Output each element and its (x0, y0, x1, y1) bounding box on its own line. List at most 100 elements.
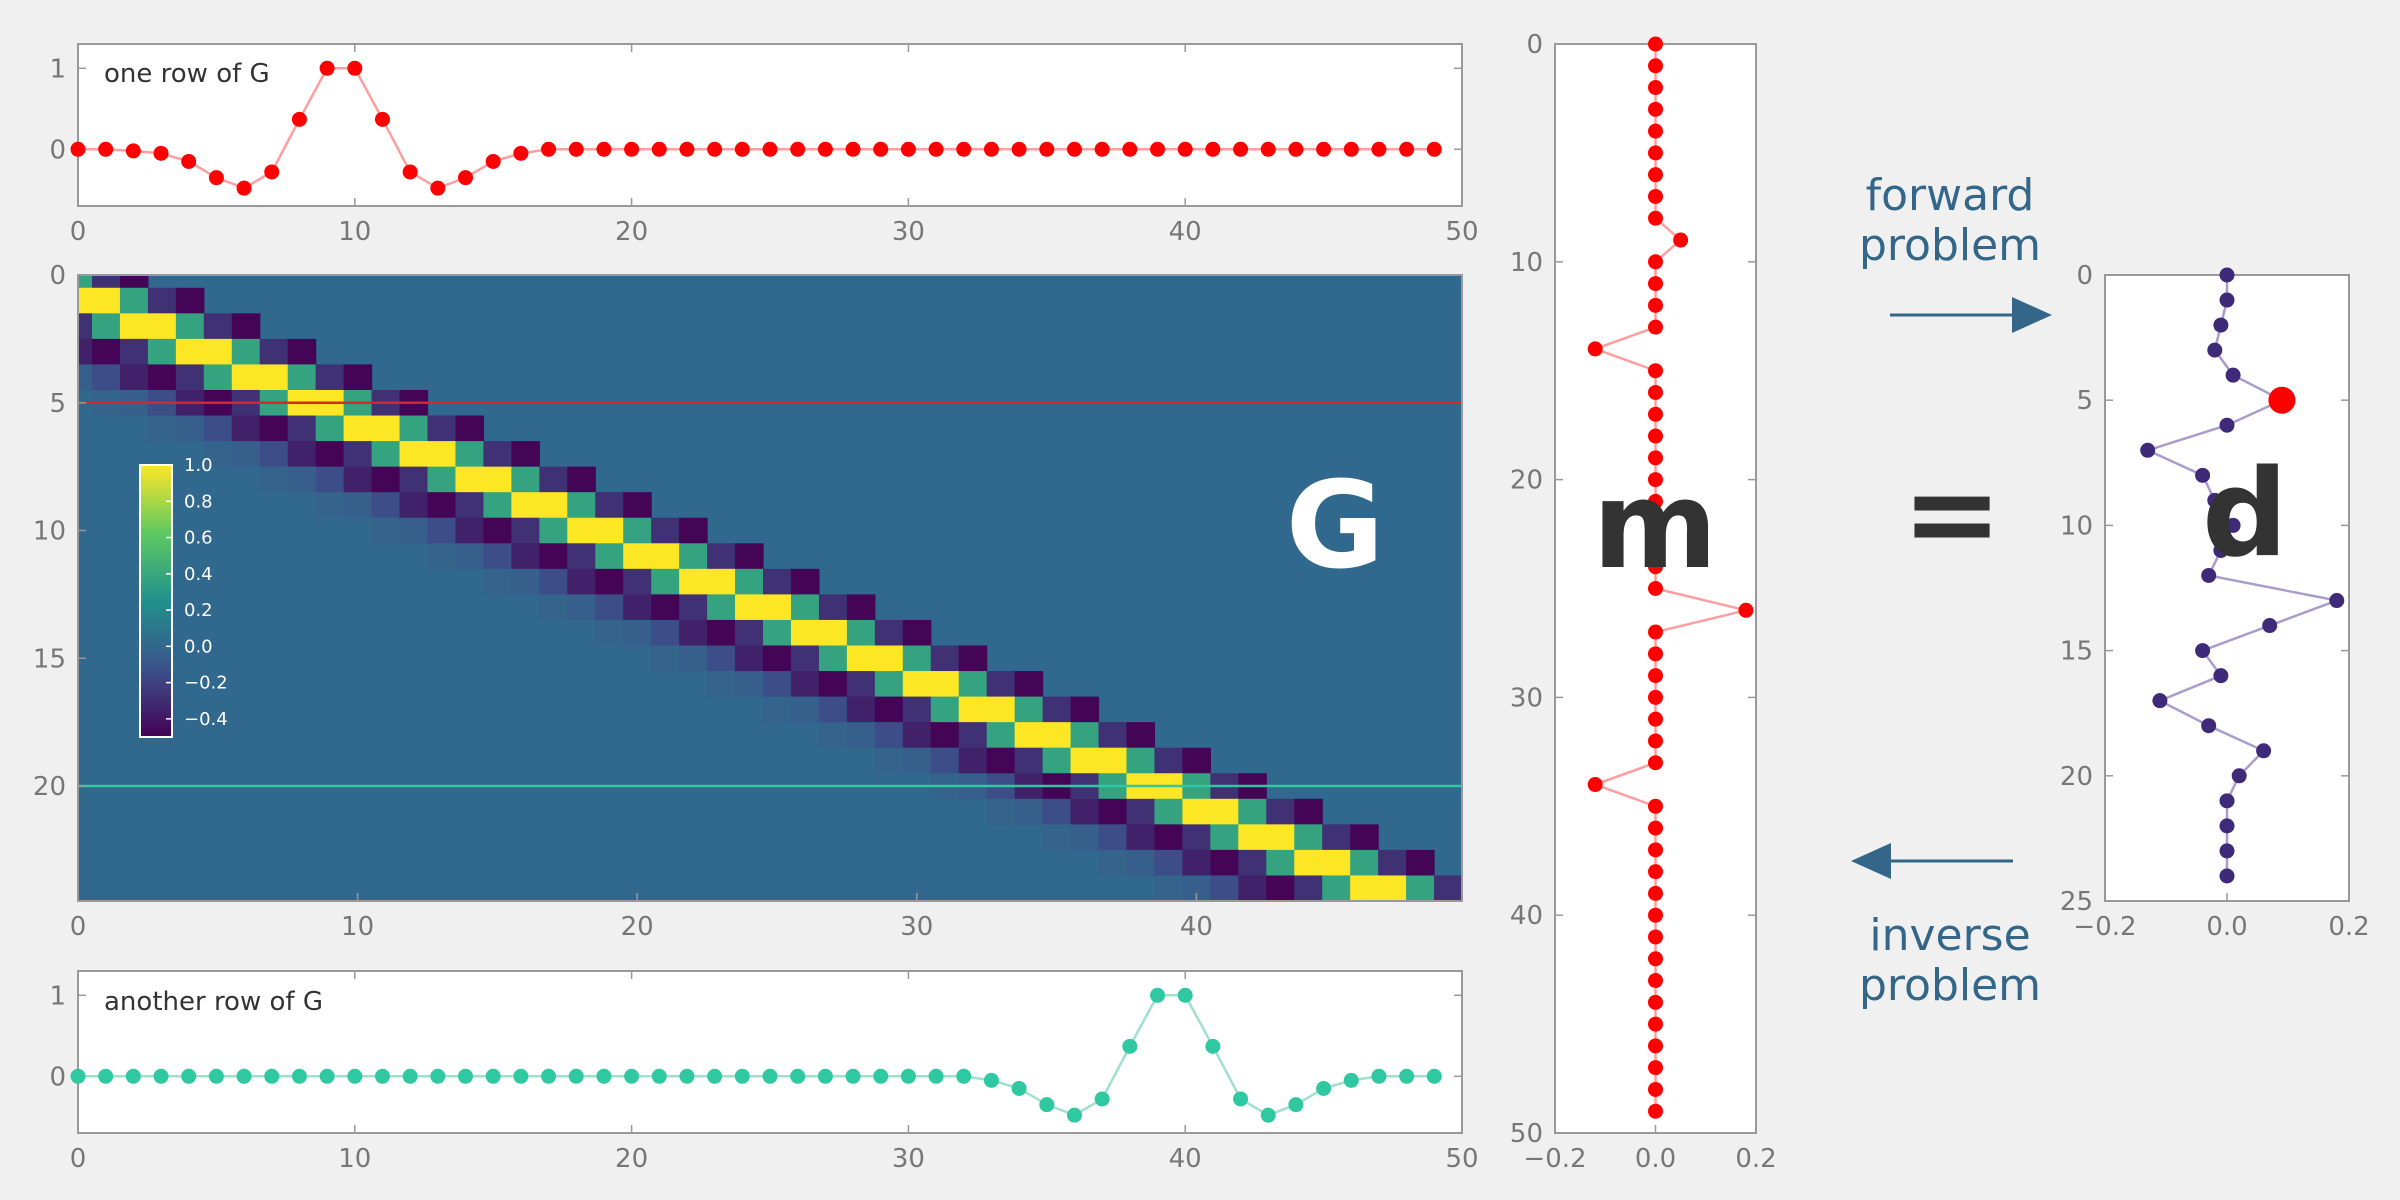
matrix-cell (1406, 875, 1435, 901)
data-point (1648, 1060, 1663, 1076)
matrix-cell (1210, 849, 1239, 877)
data-point (402, 164, 418, 180)
data-point (1205, 141, 1221, 157)
data-point (679, 1068, 695, 1084)
data-point (873, 1068, 889, 1084)
matrix-cell (231, 338, 261, 366)
matrix-cell (902, 696, 932, 723)
matrix-cell (763, 619, 792, 647)
matrix-cell (595, 594, 624, 621)
data-point (2213, 668, 2229, 684)
data-point (208, 170, 224, 186)
matrix-cell (1322, 849, 1351, 877)
data-point (1648, 711, 1663, 727)
x-tick-label: 0.0 (2206, 912, 2247, 942)
data-point (1177, 141, 1193, 157)
x-tick-label: 10 (338, 1144, 371, 1174)
data-point (1648, 167, 1663, 183)
data-point (734, 141, 750, 157)
data-point (817, 1068, 833, 1084)
matrix-cell (958, 645, 988, 672)
data-point (1288, 141, 1304, 157)
data-point (98, 1068, 114, 1084)
data-point (430, 1068, 446, 1084)
data-point (2152, 693, 2168, 709)
matrix-cell (1210, 824, 1239, 851)
matrix-cell (1014, 798, 1044, 825)
data-point (1039, 1097, 1055, 1113)
matrix-cell (1014, 696, 1044, 723)
matrix-cell (651, 568, 680, 595)
colorbar-tick-label: −0.4 (184, 709, 228, 730)
matrix-cell (399, 492, 429, 519)
y-tick-label: 25 (2060, 887, 2093, 917)
data-point (1648, 319, 1663, 335)
matrix-cell (1182, 747, 1211, 774)
plot-label: one row of G (104, 59, 270, 89)
matrix-cell (651, 543, 680, 570)
matrix-cell (1126, 722, 1156, 749)
data-point (374, 111, 390, 127)
data-point (1648, 820, 1663, 836)
matrix-cell (735, 619, 764, 647)
data-point (2219, 267, 2235, 283)
y-tick-label: 20 (1510, 466, 1543, 496)
data-point (596, 141, 612, 157)
matrix-cell (846, 594, 876, 621)
matrix-cell (455, 415, 485, 442)
matrix-cell (203, 364, 233, 391)
matrix-cell (315, 364, 345, 391)
x-tick-label: 20 (615, 217, 648, 247)
data-point (1738, 602, 1754, 618)
data-point (2201, 567, 2217, 583)
matrix-cell (78, 364, 93, 391)
highlighted-point (2268, 386, 2296, 414)
inverse-label: inverse (1869, 910, 2030, 961)
matrix-cell (1070, 722, 1100, 749)
data-point (1288, 1097, 1304, 1113)
matrix-cell (315, 441, 345, 468)
matrix-cell (1042, 798, 1072, 825)
matrix-cell (147, 287, 177, 314)
matrix-cell (175, 313, 205, 340)
matrix-cell (119, 364, 149, 391)
data-point (153, 1068, 169, 1084)
data-point (568, 141, 584, 157)
data-point (347, 60, 363, 76)
data-point (1343, 141, 1359, 157)
matrix-cell (1378, 849, 1407, 877)
data-point (1648, 537, 1663, 553)
matrix-cell (483, 492, 512, 519)
vector-label: m (1592, 457, 1717, 596)
matrix-cell (735, 645, 764, 672)
data-point (1648, 406, 1663, 422)
matrix-cell (595, 517, 624, 544)
x-tick-label: 30 (892, 1144, 925, 1174)
matrix-cell (1210, 798, 1239, 825)
data-point (2201, 718, 2217, 734)
matrix-cell (1266, 824, 1295, 851)
data-point (1648, 276, 1663, 292)
x-tick-label: −0.2 (2073, 912, 2136, 942)
matrix-cell (623, 594, 652, 621)
matrix-cell (707, 543, 736, 570)
matrix-cell (763, 568, 792, 595)
data-point (1648, 864, 1663, 880)
matrix-cell (790, 645, 820, 672)
matrix-cell (958, 747, 988, 774)
data-point (2219, 818, 2235, 834)
y-tick-label: 0 (49, 261, 66, 291)
colorbar (139, 464, 173, 738)
matrix-cell (315, 492, 345, 519)
matrix-cell (315, 466, 345, 493)
matrix-cell (371, 415, 401, 442)
data-point (1648, 363, 1663, 379)
matrix-cell (1014, 671, 1044, 698)
data-point (1648, 210, 1663, 226)
matrix-cell (1042, 747, 1072, 774)
y-tick-label: 15 (2060, 637, 2093, 667)
matrix-cell (707, 645, 736, 672)
